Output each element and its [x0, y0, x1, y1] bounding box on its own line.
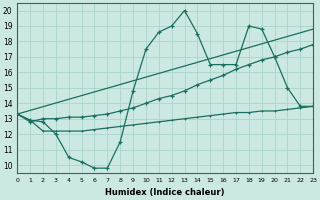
X-axis label: Humidex (Indice chaleur): Humidex (Indice chaleur): [106, 188, 225, 197]
